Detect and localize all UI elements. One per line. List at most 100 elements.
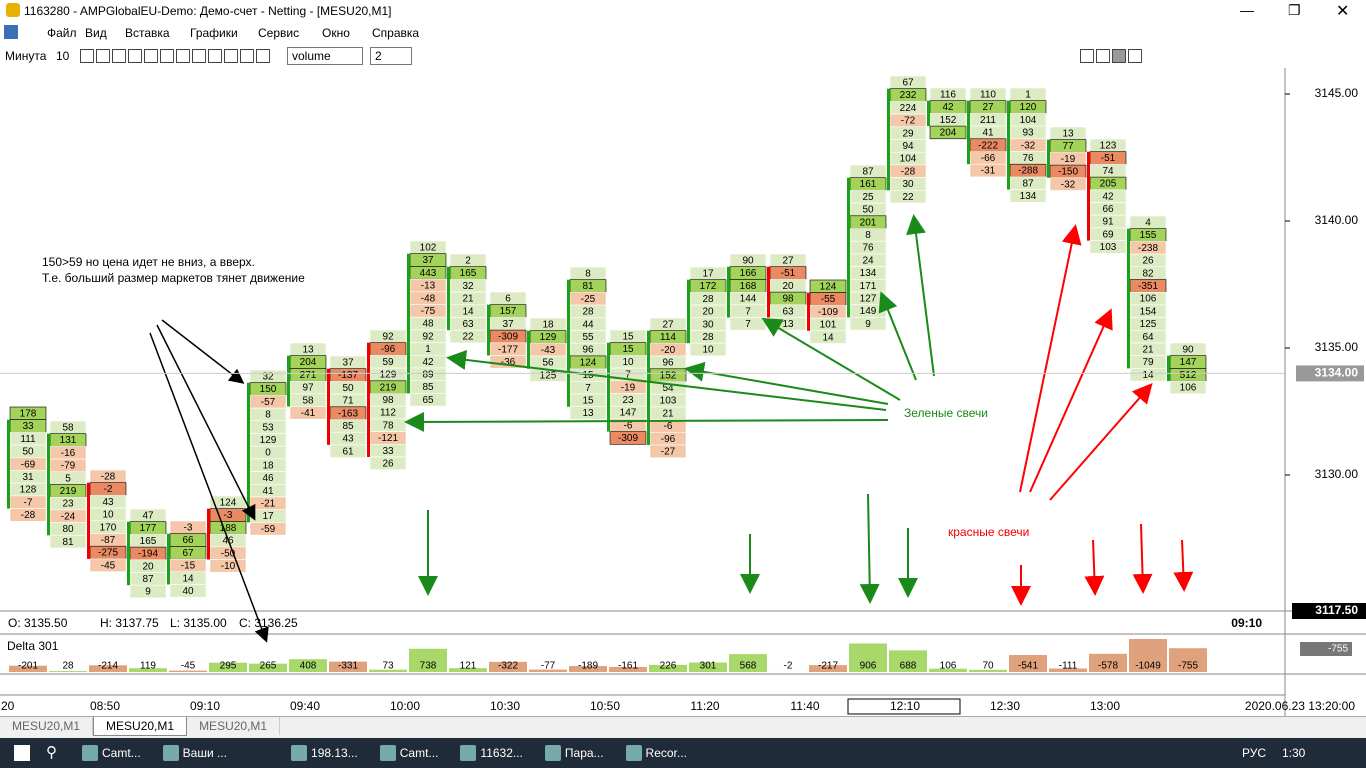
footprint-value: 81 <box>62 537 74 548</box>
candle-body <box>607 342 610 432</box>
menu-item[interactable]: Справка <box>372 26 420 40</box>
delta-bar <box>889 650 927 672</box>
ohlc-low: L: 3135.00 <box>170 616 227 630</box>
note-line1: 150>59 но цена идет не вниз, а вверх. <box>42 255 255 269</box>
footprint-value: 42 <box>1102 191 1114 202</box>
mode-select[interactable]: volume <box>287 47 363 65</box>
level-select[interactable]: 2 <box>370 47 412 65</box>
x-tick-label: :20 <box>0 699 15 713</box>
period-value[interactable]: 10 <box>56 49 70 63</box>
delta-bar <box>209 662 247 672</box>
footprint-value: 219 <box>60 486 77 497</box>
footprint-cell <box>449 329 487 344</box>
footprint-value: 0 <box>265 448 271 459</box>
footprint-value: 74 <box>1102 166 1114 177</box>
footprint-value: 1 <box>1025 89 1031 100</box>
footprint-value: 15 <box>582 395 594 406</box>
period[interactable]: Минута <box>5 49 47 63</box>
delta-label: -77 <box>541 661 556 672</box>
footprint-value: 63 <box>462 319 474 330</box>
footprint-value: 25 <box>862 192 874 203</box>
candle-body <box>1167 355 1170 382</box>
lang[interactable]: РУС <box>1242 746 1267 760</box>
footprint-value: 157 <box>500 306 517 317</box>
footprint-value: 54 <box>662 383 674 394</box>
footprint-value: -51 <box>1101 153 1116 164</box>
candle-body <box>687 279 690 344</box>
menu-item[interactable]: Вид <box>85 26 107 40</box>
footprint-value: 1 <box>425 344 431 355</box>
footprint-value: 10 <box>702 345 714 356</box>
candle-body <box>567 279 570 407</box>
footprint-value: 50 <box>862 205 874 216</box>
delta-label: -217 <box>818 661 838 672</box>
tab[interactable]: MESU20,M1 <box>0 717 94 735</box>
footprint-value: 32 <box>262 371 274 382</box>
delta-label: -214 <box>98 661 118 672</box>
tab[interactable]: MESU20,M1 <box>93 717 188 736</box>
task-app[interactable]: Ваши ... <box>157 738 235 768</box>
footprint-value: 98 <box>382 395 394 406</box>
footprint-value: 9 <box>865 319 871 330</box>
task-app[interactable]: Camt... <box>374 738 447 768</box>
footprint-value: 23 <box>622 395 634 406</box>
footprint-value: -19 <box>621 382 636 393</box>
close[interactable]: ✕ <box>1336 3 1350 20</box>
candle-body <box>967 100 970 165</box>
maximize[interactable]: ❐ <box>1288 2 1301 18</box>
footprint-value: 205 <box>1100 179 1117 190</box>
footprint-value: 56 <box>542 358 554 369</box>
footprint-value: -275 <box>98 548 118 559</box>
crosshair-time: 09:10 <box>1231 616 1262 630</box>
footprint-value: 30 <box>702 319 714 330</box>
right-tools[interactable] <box>1080 48 1144 63</box>
menu-item[interactable]: Файл <box>47 26 77 40</box>
footprint-value: 64 <box>1142 332 1154 343</box>
footprint-value: 55 <box>582 332 594 343</box>
tool-buttons[interactable] <box>80 48 272 63</box>
title-bar: 1163280 - AMPGlobalEU-Demo: Демо-счет - … <box>0 0 1366 22</box>
footprint-value: 125 <box>1140 319 1157 330</box>
menu-icon[interactable] <box>4 25 18 39</box>
start[interactable] <box>14 745 30 761</box>
delta-bar <box>1169 648 1207 672</box>
footprint-value: -2 <box>104 484 113 495</box>
candle-body <box>727 266 730 318</box>
tab[interactable]: MESU20,M1 <box>187 717 281 735</box>
footprint-value: 41 <box>982 128 994 139</box>
delta-label: -201 <box>18 661 38 672</box>
minimize[interactable]: — <box>1240 2 1254 18</box>
candle-body <box>1087 151 1090 241</box>
footprint-value: 125 <box>540 370 557 381</box>
clock[interactable]: 1:30 <box>1282 746 1306 760</box>
footprint-value: -7 <box>24 497 33 508</box>
app-icon <box>6 3 20 17</box>
task-app[interactable]: Recor... <box>620 738 695 768</box>
search[interactable]: ⚲ <box>46 744 57 761</box>
footprint-value: 129 <box>540 332 557 343</box>
footprint-value: 27 <box>662 319 674 330</box>
task-app[interactable]: 11632... <box>454 738 530 768</box>
footprint-value: 154 <box>1140 306 1157 317</box>
footprint-value: 47 <box>142 510 154 521</box>
task-app[interactable]: Camt... <box>76 738 149 768</box>
footprint-value: 90 <box>742 255 754 266</box>
menu-item[interactable]: Сервис <box>258 26 300 40</box>
window-title: 1163280 - AMPGlobalEU-Demo: Демо-счет - … <box>24 4 392 18</box>
footprint-value: 512 <box>1180 370 1197 381</box>
footprint-value: 124 <box>220 497 237 508</box>
footprint-cell <box>249 522 287 536</box>
menu-item[interactable]: Окно <box>322 26 350 40</box>
menu-item[interactable]: Вставка <box>125 26 170 40</box>
menu-item[interactable]: Графики <box>190 26 238 40</box>
task-app[interactable]: 198.13... <box>285 738 366 768</box>
task-app[interactable]: Пара... <box>539 738 612 768</box>
footprint-value: 42 <box>942 102 954 113</box>
delta-label: 70 <box>982 661 994 672</box>
footprint-value: -15 <box>181 561 196 572</box>
footprint-cell <box>569 406 607 420</box>
footprint-value: 92 <box>382 331 394 342</box>
footprint-value: 114 <box>660 332 676 343</box>
footprint-value: 42 <box>422 357 434 368</box>
red-label: красные свечи <box>948 525 1029 539</box>
